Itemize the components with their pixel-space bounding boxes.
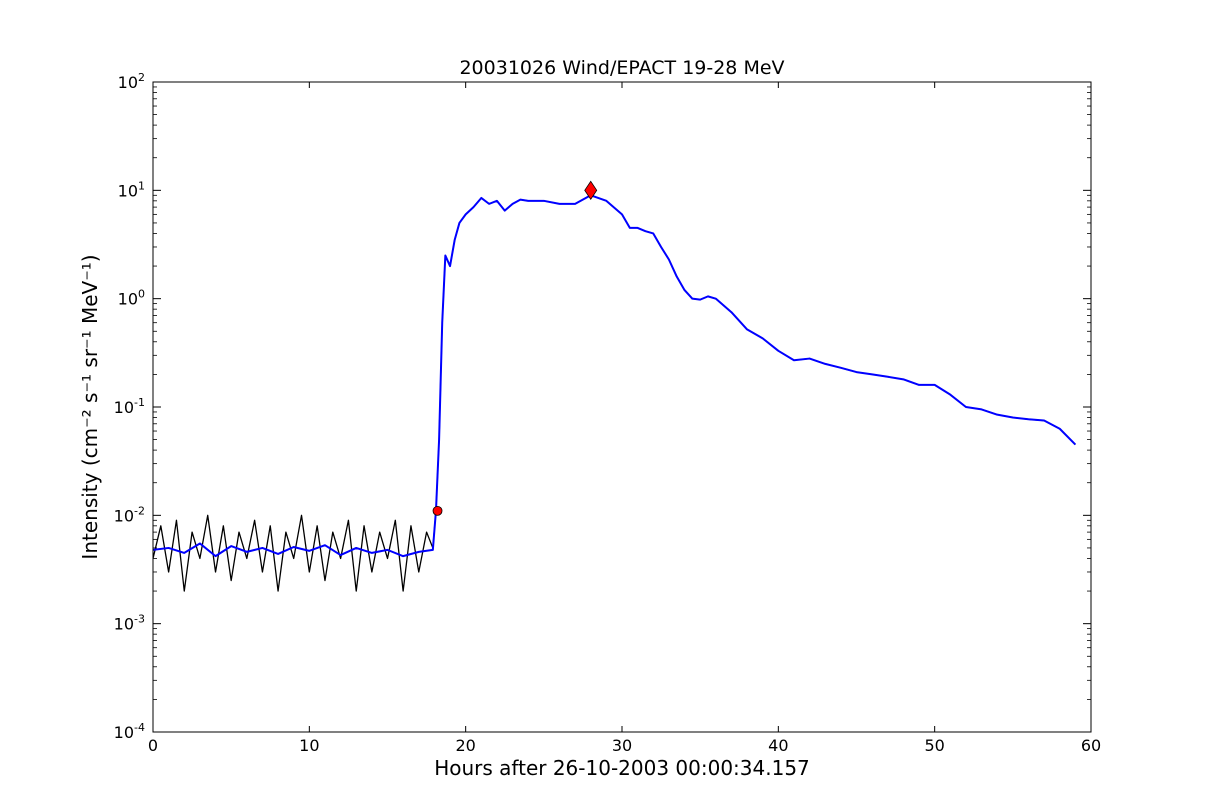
x-tick-label: 50 [924,736,944,755]
y-tick-label: 100 [118,288,145,309]
raw-series-line [153,194,1076,592]
x-tick-label: 40 [768,736,788,755]
series-layer [153,194,1077,592]
chart-title: 20031026 Wind/EPACT 19-28 MeV [459,57,784,79]
peak-marker [584,180,598,201]
x-axis-ticks: 0 10 20 30 40 50 60 [148,82,1101,755]
smoothed-series-line [153,194,1077,558]
y-tick-label: 10-4 [114,721,145,742]
marker-layer [432,180,598,516]
y-axis-label-group: Intensity (cm⁻² s⁻¹ sr⁻¹ MeV⁻¹) [78,254,102,559]
onset-marker [432,505,443,516]
y-tick-label: 10-2 [114,504,145,525]
y-tick-label: 10-1 [114,396,145,417]
y-axis-ticks: 10-4 10-3 10-2 10-1 100 101 102 [114,71,1091,742]
y-tick-label: 101 [118,179,145,200]
y-tick-label: 102 [118,71,145,92]
x-tick-label: 60 [1081,736,1101,755]
x-tick-label: 30 [612,736,632,755]
x-tick-label: 20 [455,736,475,755]
y-tick-label: 10-3 [114,613,145,634]
x-axis-label: Hours after 26-10-2003 00:00:34.157 [434,756,810,780]
plot-area-frame [152,81,1092,733]
x-tick-label: 10 [299,736,319,755]
x-tick-label: 0 [148,736,158,755]
y-axis-label: Intensity (cm⁻² s⁻¹ sr⁻¹ MeV⁻¹) [78,254,102,559]
